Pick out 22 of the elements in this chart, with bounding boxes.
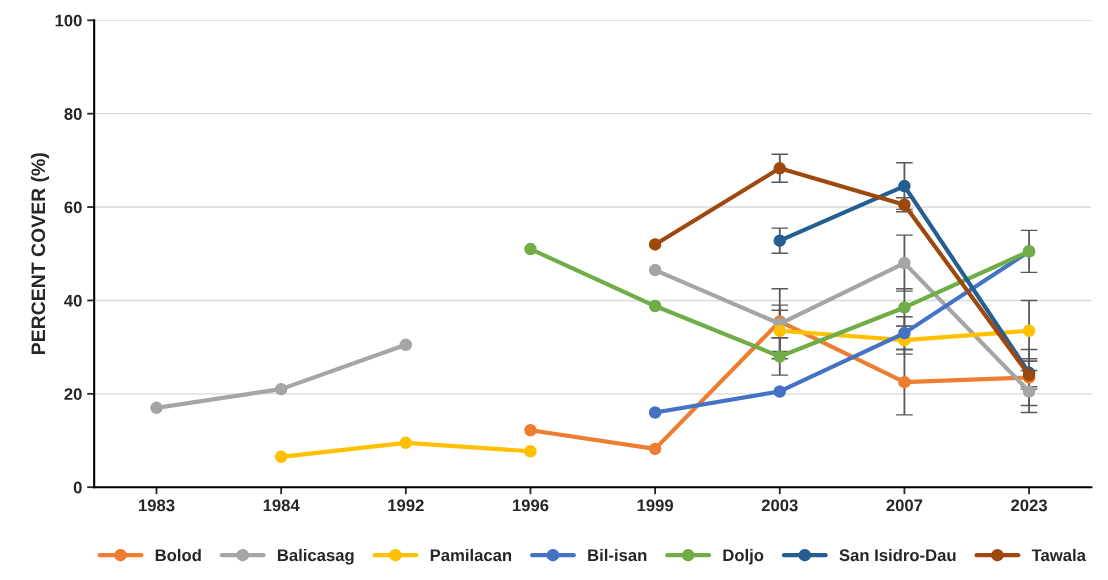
x-tick-label: 2007	[886, 499, 923, 512]
legend-label: San Isidro-Dau	[839, 548, 956, 562]
y-tick-label: 80	[64, 108, 82, 120]
x-tick-label: 1996	[512, 499, 549, 512]
x-tick-label: 2003	[761, 499, 798, 512]
x-tick-label: 1999	[637, 499, 674, 512]
x-tick-label: 2023	[1011, 499, 1047, 512]
legend-label: Bil-isan	[588, 548, 647, 562]
y-tick-label: 60	[64, 201, 82, 214]
x-tick-label: 1983	[139, 499, 175, 512]
legend-label: Bolod	[155, 548, 201, 562]
y-tick-label: 0	[73, 481, 82, 494]
legend-label: Balicasag	[277, 548, 354, 565]
x-tick-label: 1992	[388, 499, 424, 512]
legend-label: Pamilacan	[430, 548, 512, 562]
y-axis-title: PERCENT COVER (%)	[30, 153, 50, 354]
x-tick-label: 1984	[263, 499, 300, 512]
y-tick-label: 40	[64, 294, 82, 307]
legend-label: Tawala	[1031, 548, 1087, 562]
y-tick-label: 20	[64, 388, 82, 401]
legend-label: Doljo	[723, 548, 764, 565]
y-tick-label: 100	[55, 14, 82, 27]
